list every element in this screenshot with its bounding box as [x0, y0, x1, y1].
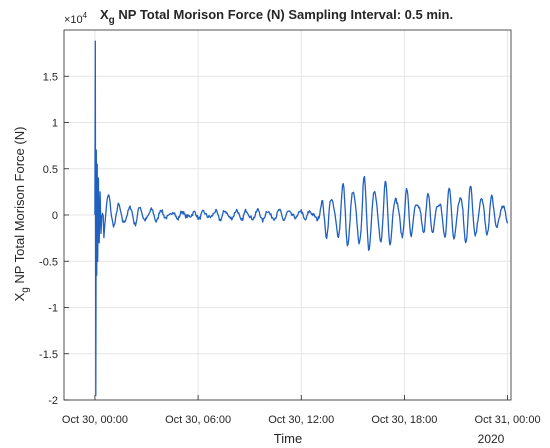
x-tick-label: Oct 30, 06:00	[165, 414, 231, 426]
y-tick-label: 0.5	[43, 164, 58, 176]
y-tick-label: 1	[52, 118, 58, 130]
x-secondary-label: 2020	[478, 432, 505, 446]
exponent-power: 4	[83, 11, 88, 20]
x-tick-label: Oct 30, 00:00	[62, 414, 128, 426]
title-text: NP Total Morison Force (N) Sampling Inte…	[115, 7, 453, 22]
x-tick-label: Oct 30, 18:00	[371, 414, 437, 426]
x-tick-label: Oct 30, 12:00	[268, 414, 334, 426]
y-tick-label: -0.5	[39, 256, 58, 268]
x-tick-label: Oct 31, 00:00	[475, 414, 541, 426]
axes: -2 -1.5 -1 -0.5 0 0.5 1 1.5 Oct 30, 00:00 Oct 30,…	[39, 71, 541, 426]
title-subscript: g	[109, 15, 115, 26]
title-symbol: X	[100, 7, 109, 22]
ylabel-subscript: g	[20, 287, 31, 293]
x-axis-label: Time	[274, 431, 302, 446]
y-tick-label: 0	[52, 210, 58, 222]
force-series-line	[94, 40, 509, 397]
ylabel-text: NP Total Morison Force (N)	[12, 127, 27, 288]
y-axis-label: Xg NP Total Morison Force (N)	[12, 127, 31, 302]
y-exponent-label: ×104	[64, 11, 88, 26]
y-tick-label: 1.5	[43, 71, 58, 83]
exponent-base: ×10	[64, 14, 83, 26]
chart-title: Xg NP Total Morison Force (N) Sampling I…	[100, 7, 453, 26]
y-tick-label: -1.5	[39, 349, 58, 361]
y-tick-label: -1	[48, 303, 58, 315]
ylabel-symbol: X	[12, 292, 27, 301]
y-tick-label: -2	[48, 395, 58, 407]
